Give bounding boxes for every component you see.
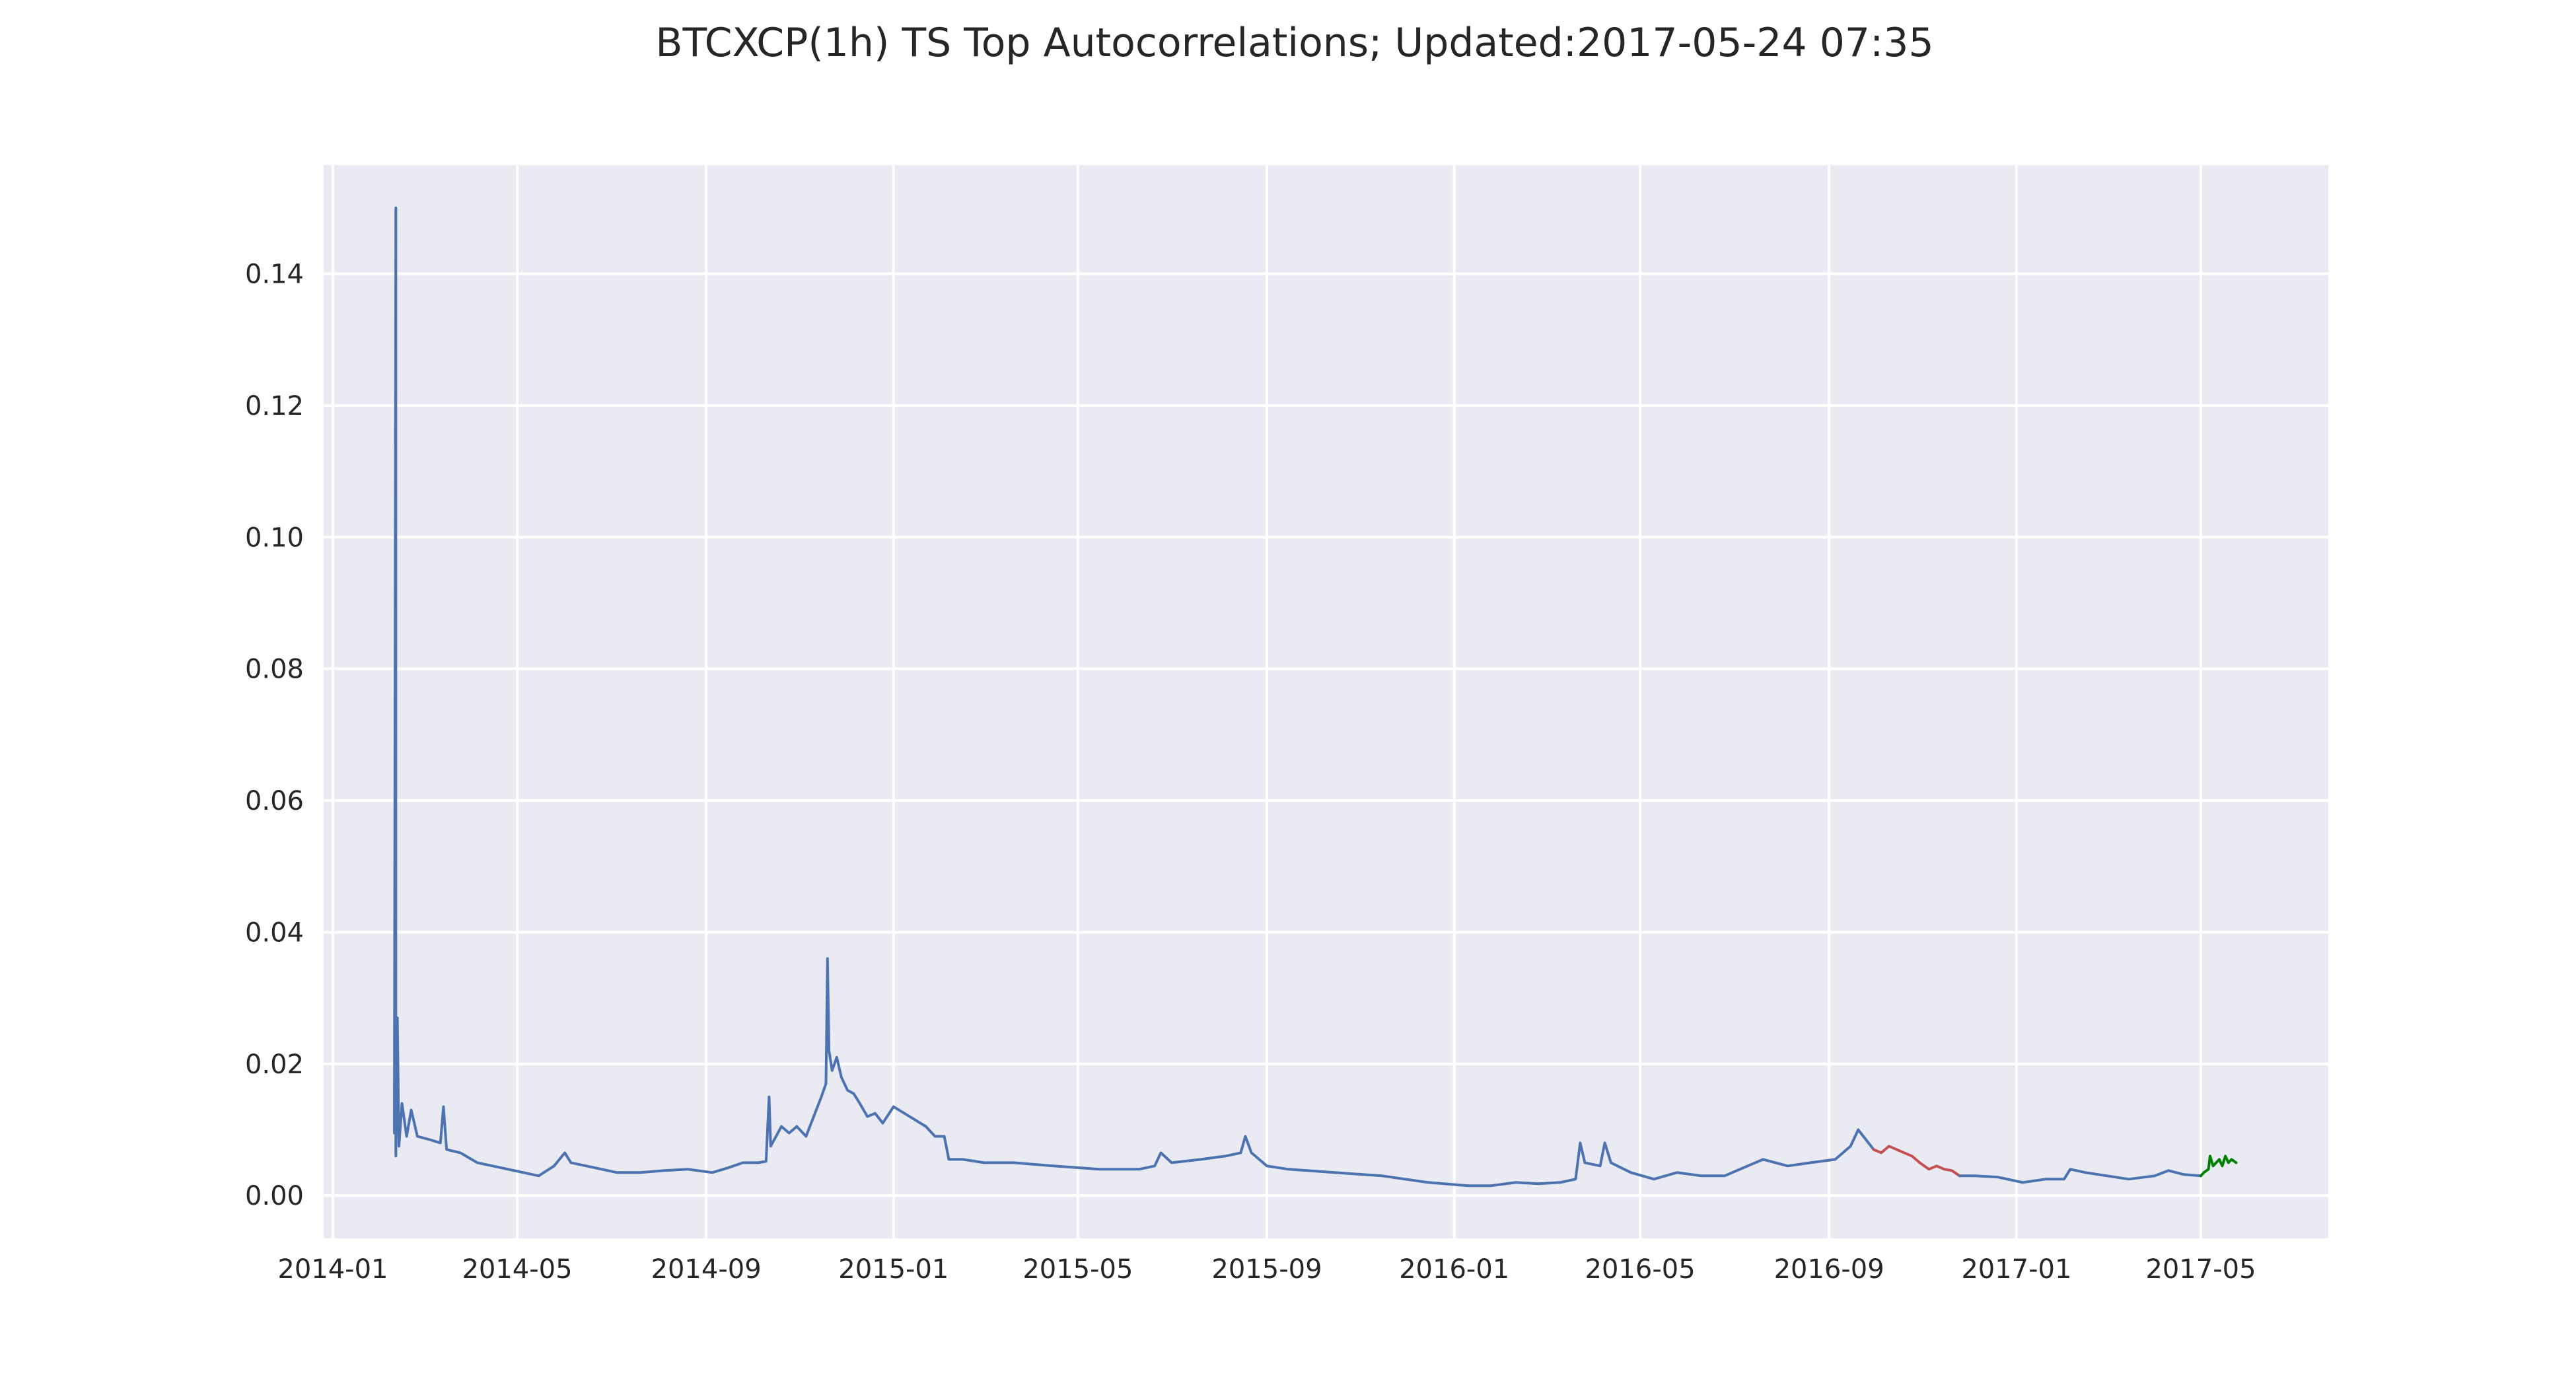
plot-area <box>324 165 2328 1238</box>
y-tick-label: 0.02 <box>245 1049 304 1080</box>
y-tick-label: 0.08 <box>245 655 304 685</box>
x-tick-label: 2016-05 <box>1585 1254 1696 1285</box>
x-tick-label: 2014-05 <box>462 1254 572 1285</box>
grid <box>324 165 2328 1238</box>
x-tick-label: 2017-05 <box>2145 1254 2256 1285</box>
y-tick-label: 0.00 <box>245 1181 304 1211</box>
x-tick-label: 2015-05 <box>1022 1254 1133 1285</box>
x-tick-label: 2017-01 <box>1961 1254 2071 1285</box>
x-tick-label: 2014-09 <box>651 1254 762 1285</box>
x-tick-label: 2016-09 <box>1774 1254 1884 1285</box>
x-axis-ticks: 2014-01 2014-05 2014-09 2015-01 2015-05 2015-… <box>277 1254 2256 1285</box>
y-tick-label: 0.12 <box>245 391 304 421</box>
y-axis-ticks: 0.00 0.02 0.04 0.06 0.08 0.10 0.12 0.14 <box>245 259 304 1211</box>
series-line-2 <box>1958 1168 2202 1184</box>
series-layer <box>393 206 2238 1188</box>
series-line-3 <box>2200 1155 2238 1178</box>
y-tick-label: 0.06 <box>245 786 304 816</box>
x-tick-label: 2016-01 <box>1399 1254 1509 1285</box>
chart-title: BTCXCP(1h) TS Top Autocorrelations; Upda… <box>655 20 1933 66</box>
y-tick-label: 0.14 <box>245 259 304 289</box>
x-tick-label: 2015-01 <box>838 1254 948 1285</box>
series-line-1 <box>1872 1145 1961 1178</box>
series-line-0 <box>393 206 1875 1188</box>
x-tick-label: 2014-01 <box>277 1254 388 1285</box>
x-tick-label: 2015-09 <box>1211 1254 1322 1285</box>
y-tick-label: 0.10 <box>245 522 304 553</box>
y-tick-label: 0.04 <box>245 917 304 948</box>
